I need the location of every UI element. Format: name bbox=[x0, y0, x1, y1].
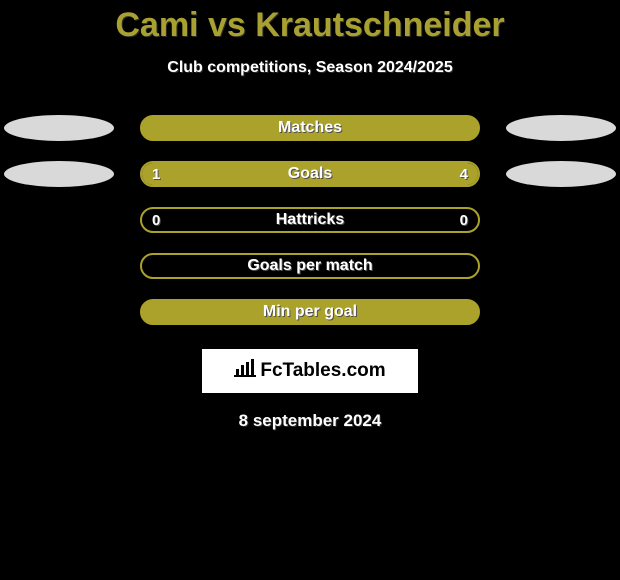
bar-fill-left bbox=[142, 163, 209, 185]
bar-fill-left bbox=[142, 117, 478, 139]
stat-row: Goals per match bbox=[0, 245, 620, 291]
page-title: Cami vs Krautschneider bbox=[0, 0, 620, 45]
bar-fill-left bbox=[142, 301, 478, 323]
stat-row: Hattricks0 0 bbox=[0, 199, 620, 245]
chart-icon bbox=[234, 359, 256, 383]
logo-box: FcTables.com bbox=[202, 349, 418, 393]
logo: FcTables.com bbox=[234, 359, 385, 383]
stat-row: Goals14 bbox=[0, 153, 620, 199]
bar-fill-right bbox=[209, 163, 478, 185]
stat-label: Hattricks bbox=[142, 209, 478, 231]
stat-bar: Goals per match bbox=[140, 253, 480, 279]
right-player-marker bbox=[506, 115, 616, 141]
stat-bar: Min per goal bbox=[140, 299, 480, 325]
left-player-marker bbox=[4, 161, 114, 187]
stat-row: Matches bbox=[0, 107, 620, 153]
right-player-marker bbox=[506, 161, 616, 187]
stat-value-right: 0 bbox=[450, 209, 478, 231]
logo-text: FcTables.com bbox=[260, 360, 385, 382]
stat-label: Goals per match bbox=[142, 255, 478, 277]
stat-bar: Matches bbox=[140, 115, 480, 141]
subtitle: Club competitions, Season 2024/2025 bbox=[0, 59, 620, 77]
stat-row: Min per goal bbox=[0, 291, 620, 337]
date-line: 8 september 2024 bbox=[0, 411, 620, 431]
stat-value-left: 0 bbox=[142, 209, 170, 231]
stat-bar: Goals14 bbox=[140, 161, 480, 187]
stat-bar: Hattricks0 0 bbox=[140, 207, 480, 233]
left-player-marker bbox=[4, 115, 114, 141]
comparison-chart: Matches Goals14 Hattricks0 0 Goals per match… bbox=[0, 107, 620, 337]
